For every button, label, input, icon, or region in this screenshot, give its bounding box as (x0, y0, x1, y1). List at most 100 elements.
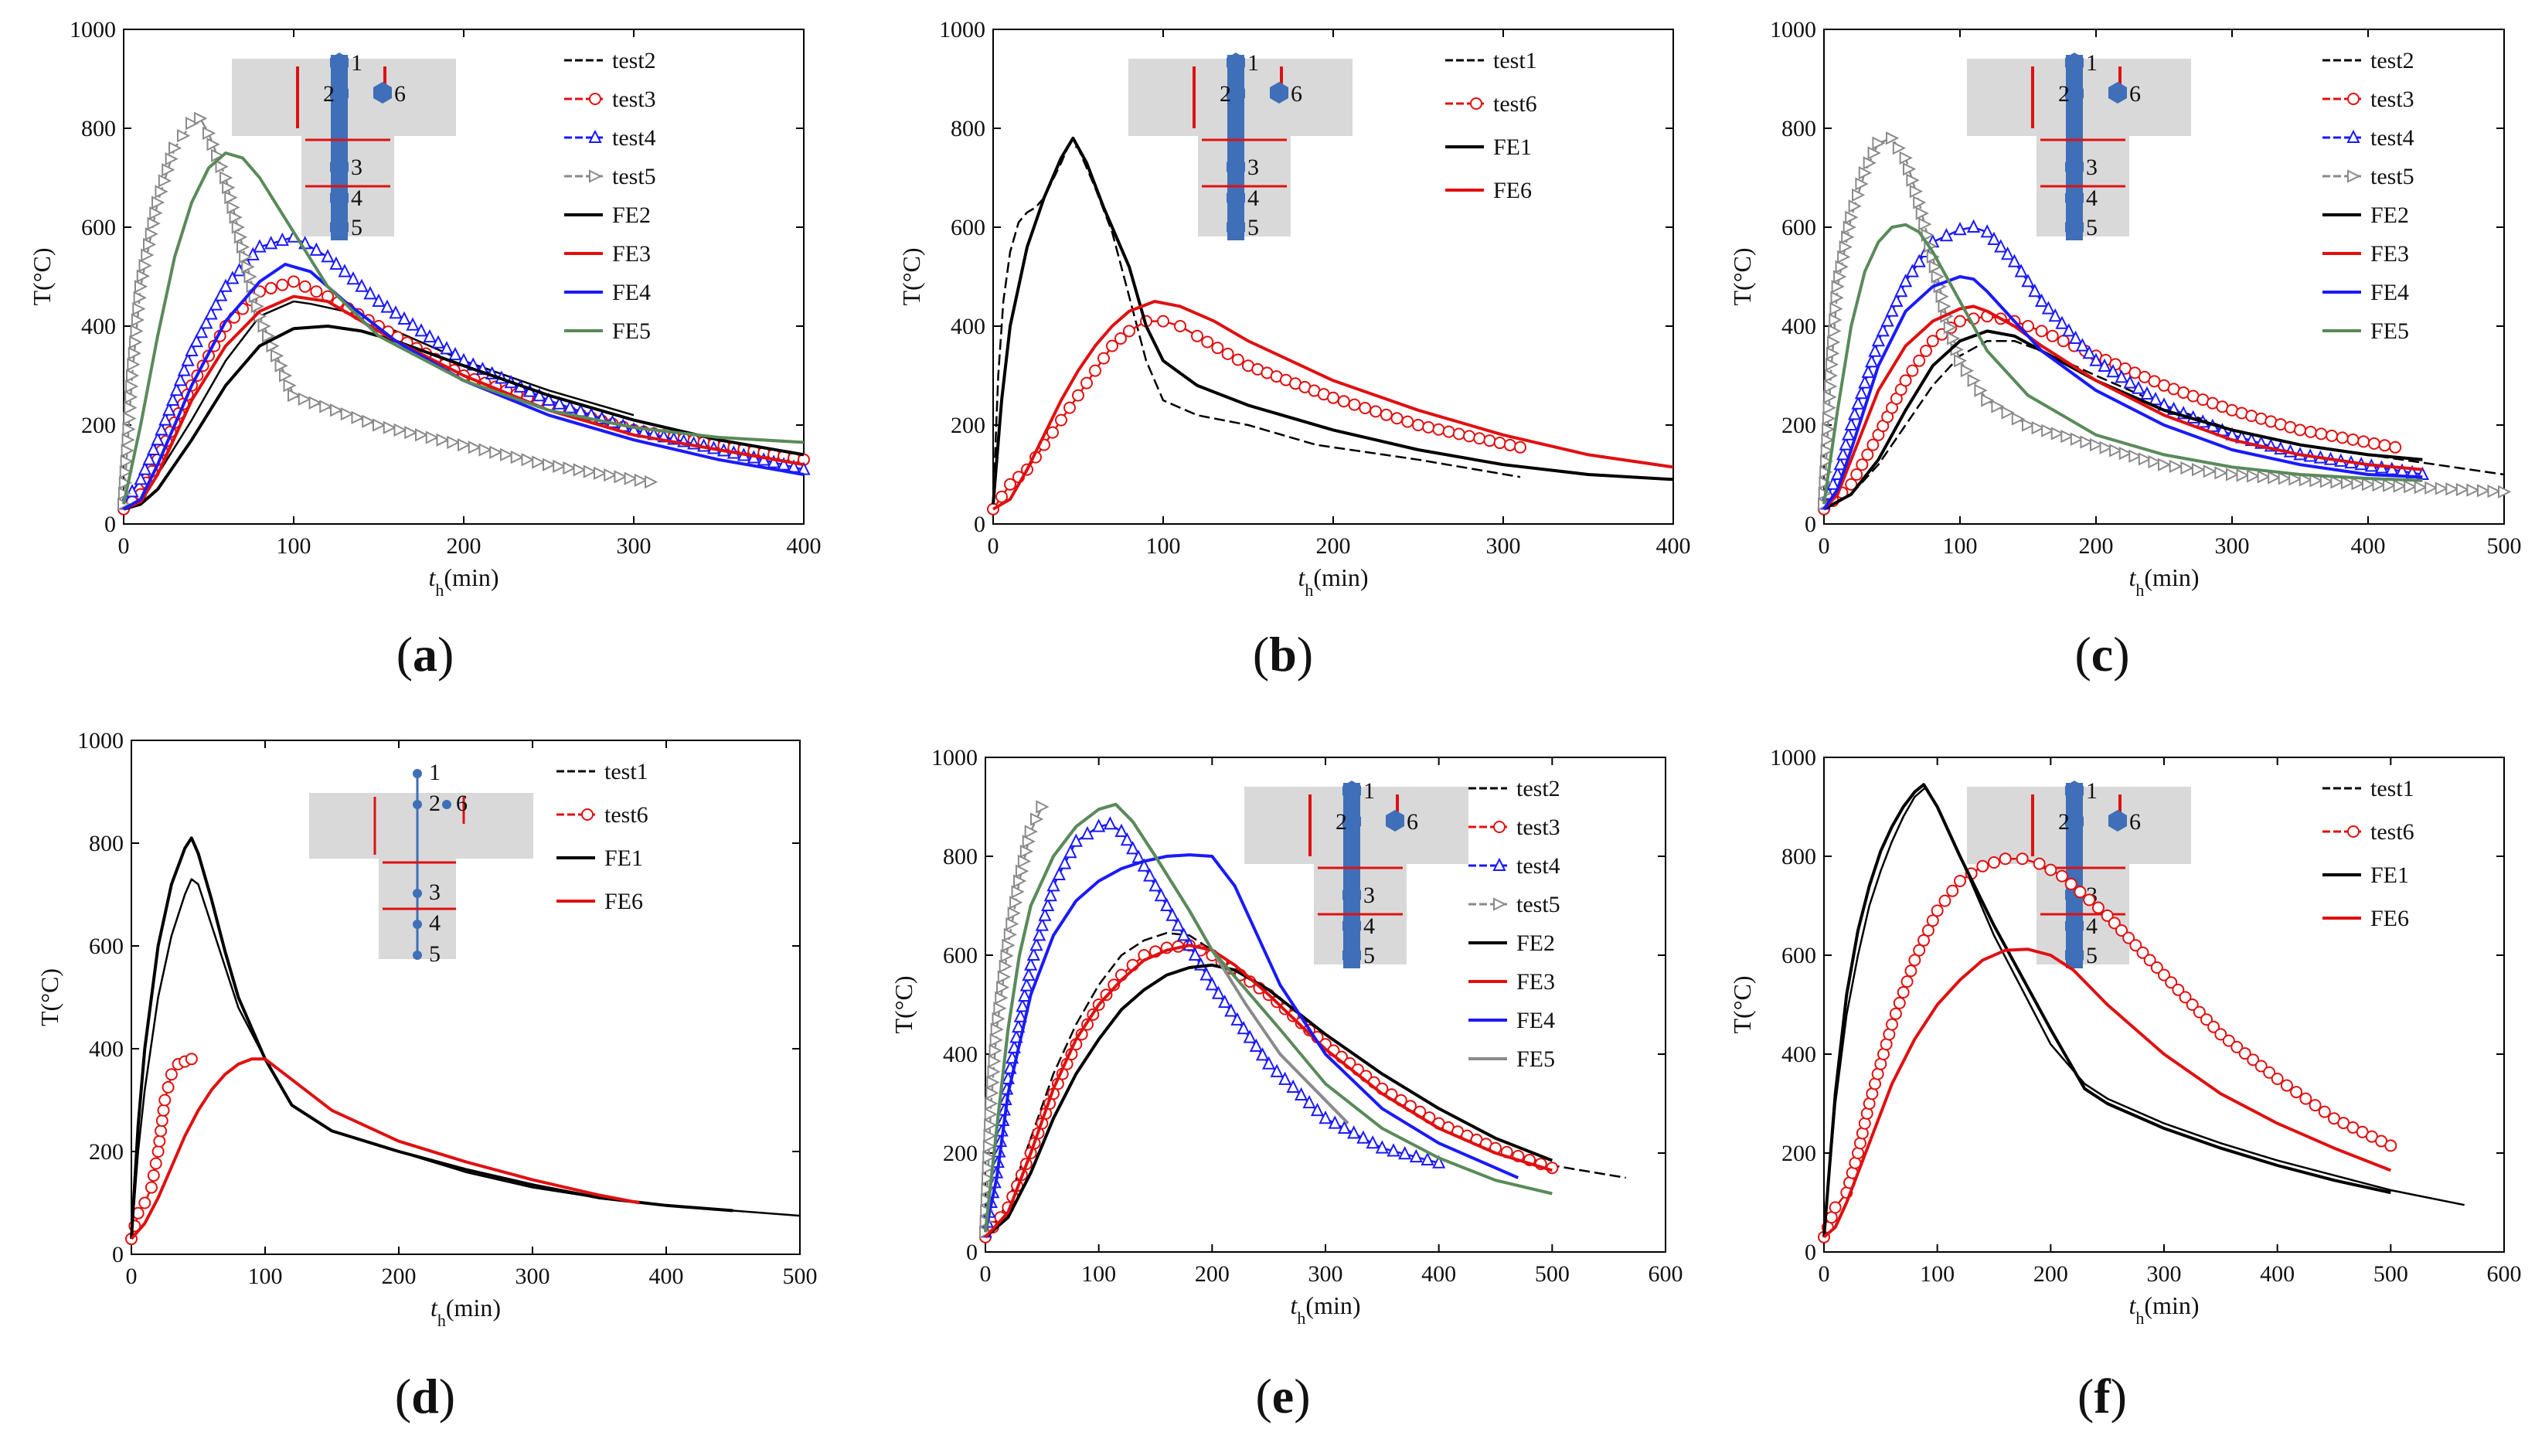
series-FE2 (984, 963, 1553, 1239)
data-point (1898, 274, 1913, 287)
data-point (1837, 250, 1851, 264)
data-point (2315, 427, 2328, 441)
data-point (338, 264, 352, 277)
data-point (1310, 1102, 1325, 1117)
x-tick-label: 500 (2373, 1261, 2408, 1287)
legend-item-test6: test6 (556, 802, 648, 828)
data-point (2280, 1079, 2293, 1092)
data-point (2309, 1099, 2322, 1112)
data-point (1912, 253, 1926, 267)
data-point (988, 1043, 1002, 1058)
data-point (131, 313, 145, 327)
legend-label: test3 (2370, 87, 2414, 112)
data-point (155, 1114, 168, 1128)
data-point (123, 411, 137, 426)
data-point (321, 249, 335, 263)
series-FE4 (984, 853, 1519, 1233)
data-point (1926, 914, 1939, 927)
data-point (2336, 431, 2349, 444)
data-point (2192, 462, 2206, 477)
data-point (589, 93, 601, 105)
series-FE3 (123, 294, 805, 511)
legend-item-test3: test3 (2322, 87, 2414, 112)
data-point (1224, 1003, 1238, 1017)
thermocouple-label: 1 (2086, 778, 2098, 804)
legend: test1 test6 FE1 FE6 (1445, 48, 1537, 203)
data-point (2466, 483, 2480, 497)
thermocouple-label: 1 (1247, 50, 1259, 76)
column-diagram: 12 3 4 5 6 (1128, 50, 1353, 240)
caption-a: (a) (396, 627, 454, 682)
data-point (2372, 478, 2386, 492)
data-point (126, 369, 140, 383)
data-point (145, 227, 158, 241)
data-point (2080, 435, 2094, 449)
y-tick-label: 200 (1781, 413, 1816, 438)
data-point (372, 293, 386, 307)
data-point (1205, 977, 1219, 991)
data-point (177, 362, 191, 376)
x-tick-label: 300 (516, 1264, 550, 1289)
data-point (1946, 884, 1959, 897)
data-point (1954, 315, 1966, 328)
y-tick-label: 400 (89, 1036, 124, 1062)
chart-d-svg: 0 100 200 300 400 500 0 200 400 600 800 1000 th(min)… (36, 728, 818, 1330)
series-line (1822, 783, 2391, 1237)
thermocouple-label: 4 (1247, 185, 1259, 211)
data-point (2158, 968, 2170, 981)
legend-item-FE6: FE6 (556, 889, 643, 914)
data-point (1218, 994, 1232, 1009)
data-point (1845, 478, 1858, 491)
legend-item-test2: test2 (564, 48, 656, 73)
y-tick-label: 800 (1781, 116, 1816, 141)
series-test5 (117, 111, 658, 512)
legend-item-FE2: FE2 (1468, 930, 1555, 956)
y-tick-label: 200 (89, 1139, 124, 1165)
x-tick-label: 300 (1486, 533, 1521, 559)
data-point (2288, 472, 2302, 486)
data-point (553, 459, 567, 474)
x-tick-label: 200 (1195, 1261, 1230, 1287)
data-point (165, 1068, 178, 1081)
data-point (1022, 967, 1036, 981)
data-point (1024, 957, 1038, 971)
thermocouple-label: 5 (2086, 215, 2098, 240)
data-point (1270, 1063, 1284, 1077)
y-axis-label: T(°C) (890, 976, 917, 1034)
data-point (1864, 354, 1879, 368)
data-point (2257, 470, 2271, 484)
data-point (275, 232, 289, 247)
data-point (1514, 441, 1526, 454)
data-point (2367, 437, 2380, 450)
data-point (2014, 264, 2028, 277)
data-point (1826, 346, 1840, 360)
data-point (1380, 408, 1393, 421)
data-point (125, 379, 139, 393)
series-FE1 (1822, 783, 2391, 1237)
series-line (984, 944, 1553, 1239)
data-point (1103, 816, 1117, 830)
data-point (1917, 934, 1931, 947)
thermocouple-marker (2065, 53, 2084, 73)
data-point (2200, 1013, 2213, 1026)
series-line (130, 1057, 640, 1240)
data-point (1069, 833, 1083, 847)
data-point (1822, 411, 1836, 426)
data-point (2207, 1020, 2220, 1033)
data-point (1866, 438, 1880, 451)
series-test6 (125, 1053, 198, 1246)
data-point (993, 1002, 1007, 1015)
x-tick-label: 400 (1421, 1261, 1456, 1287)
data-point (1004, 478, 1016, 491)
data-point (389, 305, 403, 319)
data-point (177, 128, 191, 143)
plot-frame (131, 740, 801, 1255)
data-point (1828, 324, 1842, 338)
data-point (2435, 481, 2449, 495)
data-point (1302, 1094, 1316, 1109)
legend-label: test6 (604, 802, 648, 828)
data-point (2031, 421, 2045, 435)
x-tick-label: 100 (1943, 533, 1978, 559)
data-point (151, 431, 165, 446)
data-point (2384, 1139, 2397, 1152)
